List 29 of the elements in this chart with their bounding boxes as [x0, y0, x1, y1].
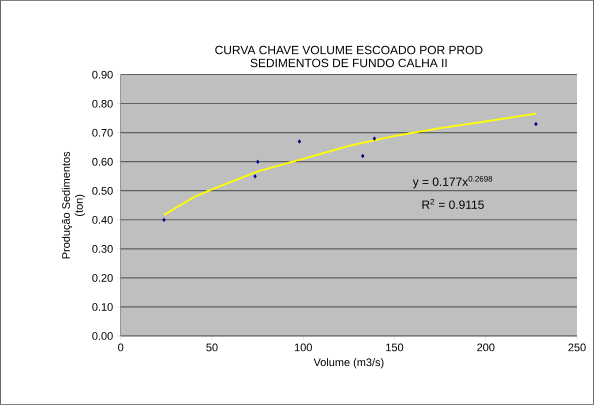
- x-tick-label: 0: [118, 344, 124, 352]
- y-tick-label: 0.50: [92, 186, 113, 195]
- point: [162, 218, 166, 222]
- y-tick-label: 0.60: [92, 158, 113, 166]
- point: [534, 122, 538, 126]
- point: [256, 160, 260, 164]
- x-tick-label: 50: [206, 344, 218, 352]
- annotation: y = 0.177x$^{0.2698}$: [412, 176, 492, 188]
- y-tick-label: 0.20: [92, 274, 113, 282]
- point: [372, 136, 376, 141]
- y-tick-label: 0.80: [92, 100, 113, 108]
- x-tick-label: 200: [477, 344, 494, 352]
- y-axis-title: Produção Sedimentos (ton): [62, 152, 86, 258]
- y-tick-label: 0.10: [92, 303, 113, 311]
- y-tick-label: 0.90: [92, 70, 113, 79]
- x-tick-label: 100: [294, 344, 312, 352]
- y-tick-label: 0.00: [92, 332, 113, 340]
- y-tick-label: 0.70: [92, 128, 113, 137]
- point: [298, 139, 302, 144]
- point: [361, 154, 364, 158]
- x-tick-label: 150: [386, 344, 404, 352]
- chart-title: CURVA CHAVE VOLUME ESCOADO POR PROD SEDIMENTOS DE FUNDO CALHA II: [215, 46, 482, 68]
- line-series: [163, 112, 537, 216]
- annotation: R$^{2}$ = 0.9115: [422, 198, 484, 209]
- point: [253, 174, 257, 179]
- y-tick-label: 0.40: [92, 216, 113, 224]
- y-tick-label: 0.30: [92, 245, 113, 253]
- x-axis-title: Volume (m3/s): [314, 358, 384, 368]
- x-tick-label: 250: [568, 344, 586, 352]
